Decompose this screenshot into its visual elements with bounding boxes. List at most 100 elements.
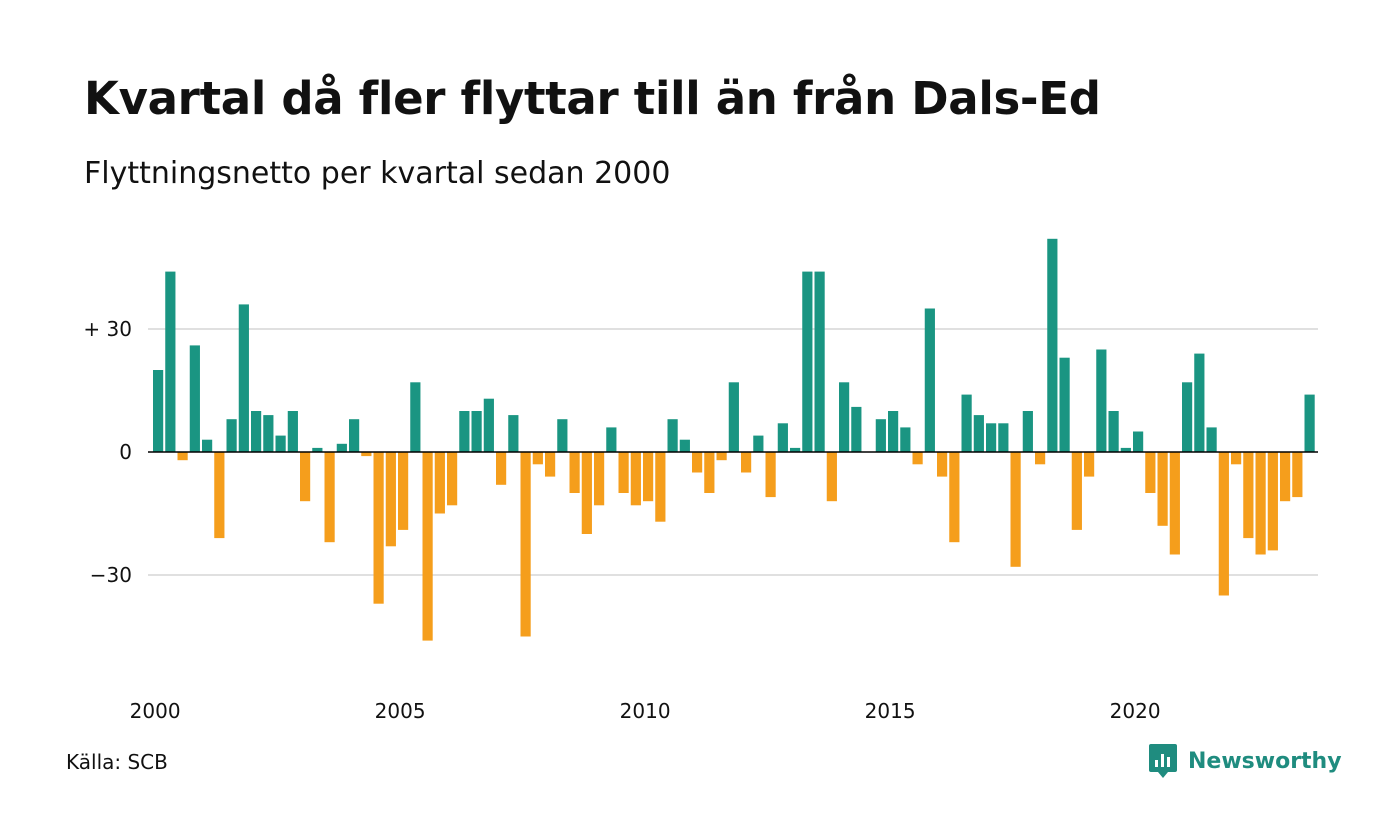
bar-q57: [839, 382, 850, 452]
bar-q53: [790, 447, 801, 452]
bars-layer: [153, 238, 1315, 641]
bar-q19: [373, 452, 384, 604]
grid-layer: [148, 328, 1318, 576]
brand-name: Newsworthy: [1188, 748, 1342, 774]
bar-q85: [1182, 382, 1193, 452]
bar-q65: [937, 452, 948, 477]
bar-q76: [1071, 452, 1082, 530]
bar-q28: [483, 398, 494, 452]
bar-q20: [385, 452, 396, 547]
bar-q74: [1047, 238, 1058, 452]
bar-q7: [226, 419, 237, 452]
bar-q48: [728, 382, 739, 452]
bar-q80: [1120, 447, 1131, 452]
source-note: Källa: SCB: [66, 750, 168, 774]
x-tick-label: 2005: [375, 699, 426, 723]
y-tick-label: + 30: [83, 317, 132, 341]
bar-q4: [189, 345, 200, 452]
x-axis-labels: 2000 2005 2010 2015 2020: [130, 699, 1161, 723]
bar-q13: [300, 452, 311, 502]
bar-q77: [1084, 452, 1095, 477]
bar-q9: [251, 411, 262, 452]
bar-q39: [618, 452, 629, 493]
bar-q46: [704, 452, 715, 493]
bar-q17: [349, 419, 360, 452]
bar-q26: [459, 411, 470, 452]
bar-q93: [1280, 452, 1291, 502]
bar-q91: [1255, 452, 1266, 555]
bar-q35: [569, 452, 580, 493]
bar-q10: [263, 415, 274, 452]
bar-q88: [1218, 452, 1229, 596]
bar-q51: [765, 452, 776, 498]
newsworthy-logo-icon: [1149, 744, 1177, 778]
bar-q21: [398, 452, 409, 530]
bar-q92: [1267, 452, 1278, 551]
bar-q16: [336, 443, 347, 452]
bar-q60: [875, 419, 886, 452]
bar-q84: [1169, 452, 1180, 555]
bar-q68: [973, 415, 984, 452]
bar-q66: [949, 452, 960, 543]
bar-q24: [434, 452, 445, 514]
bar-q43: [667, 419, 678, 452]
bar-q6: [214, 452, 225, 539]
bar-q62: [900, 427, 911, 452]
bar-q40: [630, 452, 641, 506]
bar-q72: [1022, 411, 1033, 452]
bar-q5: [202, 439, 213, 452]
bar-q70: [998, 423, 1009, 452]
y-tick-label: −30: [90, 563, 132, 587]
bar-q8: [238, 304, 249, 452]
chart-title: Kvartal då fler flyttar till än från Dal…: [84, 72, 1101, 125]
bar-q55: [814, 271, 825, 452]
bar-q52: [777, 423, 788, 452]
bar-q67: [961, 394, 972, 452]
bar-q34: [557, 419, 568, 452]
x-tick-label: 2020: [1110, 699, 1161, 723]
bar-q78: [1096, 349, 1107, 452]
bar-q33: [545, 452, 556, 477]
bar-q38: [606, 427, 617, 452]
bar-q45: [692, 452, 703, 473]
bar-q71: [1010, 452, 1021, 567]
newsworthy-brand: Newsworthy: [1148, 742, 1342, 780]
bar-q22: [410, 382, 421, 452]
bar-q31: [520, 452, 531, 637]
bar-q87: [1206, 427, 1217, 452]
bar-q44: [679, 439, 690, 452]
bar-q75: [1059, 357, 1070, 452]
bar-q50: [753, 435, 764, 452]
bar-q2: [165, 271, 176, 452]
x-tick-label: 2000: [130, 699, 181, 723]
bar-q69: [986, 423, 997, 452]
bar-q36: [581, 452, 592, 534]
bar-q56: [826, 452, 837, 502]
bar-q29: [496, 452, 507, 485]
chart-subtitle: Flyttningsnetto per kvartal sedan 2000: [84, 156, 671, 191]
bar-q47: [716, 452, 727, 461]
bar-q3: [177, 452, 188, 461]
bar-q37: [594, 452, 605, 506]
bar-q73: [1035, 452, 1046, 465]
bar-q30: [508, 415, 519, 452]
bar-q27: [471, 411, 482, 452]
bar-q11: [275, 435, 286, 452]
bar-q42: [655, 452, 666, 522]
bar-q86: [1194, 353, 1205, 452]
bar-q12: [287, 411, 298, 452]
bar-q14: [312, 447, 323, 452]
x-tick-label: 2015: [865, 699, 916, 723]
bar-q15: [324, 452, 335, 543]
bar-q41: [643, 452, 654, 502]
bar-q18: [361, 452, 372, 457]
bar-q94: [1292, 452, 1303, 498]
bar-q95: [1304, 394, 1315, 452]
bar-q64: [924, 308, 935, 452]
bar-q63: [912, 452, 923, 465]
bar-q79: [1108, 411, 1119, 452]
y-axis-labels: + 30 0 −30: [83, 317, 132, 587]
bar-q58: [851, 406, 862, 452]
y-tick-label: 0: [119, 440, 132, 464]
